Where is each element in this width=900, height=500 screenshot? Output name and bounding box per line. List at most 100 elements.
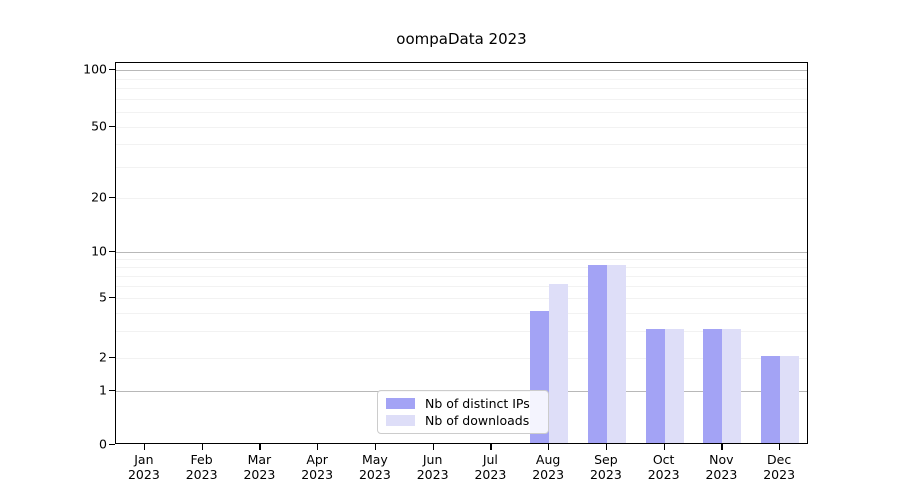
x-tick-label: Dec 2023: [744, 452, 814, 482]
x-tick-label-year: 2023: [647, 467, 680, 482]
bar-distinct-ips: [703, 329, 723, 443]
x-tick-label: Oct 2023: [629, 452, 699, 482]
x-tick-label-year: 2023: [763, 467, 796, 482]
gridline-major: [116, 70, 807, 71]
x-tick-mark: [490, 444, 492, 450]
x-tick-label-month: Sep: [594, 452, 618, 467]
bar-downloads: [664, 329, 684, 443]
y-tick-mark: [109, 69, 115, 71]
y-tick-mark: [109, 357, 115, 359]
bar-downloads: [722, 329, 742, 443]
gridline-minor: [116, 99, 807, 101]
bar-distinct-ips: [645, 329, 665, 443]
gridline-minor: [116, 275, 807, 277]
x-tick-label-year: 2023: [416, 467, 449, 482]
x-tick-label: Jan 2023: [109, 452, 179, 482]
x-tick-label-year: 2023: [358, 467, 391, 482]
y-tick-mark: [109, 197, 115, 199]
x-tick-label-year: 2023: [705, 467, 738, 482]
x-tick-mark: [143, 444, 146, 450]
bar-distinct-ips: [761, 356, 781, 443]
x-tick-label-year: 2023: [243, 467, 276, 482]
x-tick-label-month: Jun: [422, 452, 443, 467]
x-tick-mark: [779, 444, 781, 450]
x-tick-label-year: 2023: [532, 467, 565, 482]
gridline-major: [116, 358, 807, 359]
gridline-minor: [116, 88, 807, 90]
x-tick-mark: [259, 444, 261, 450]
x-tick-label-year: 2023: [589, 467, 622, 482]
gridline-minor: [116, 166, 807, 168]
x-tick-label: Feb 2023: [167, 452, 237, 482]
x-tick-label: Mar 2023: [224, 452, 294, 482]
y-tick-label: 5: [99, 289, 107, 305]
x-tick-label: May 2023: [340, 452, 410, 482]
gridline-minor: [116, 78, 807, 80]
gridline-minor: [116, 266, 807, 268]
gridline-minor: [116, 144, 807, 146]
x-tick-mark: [663, 444, 665, 450]
y-tick-mark: [109, 126, 115, 128]
y-tick-label: 10: [91, 243, 107, 259]
legend-label-downloads: Nb of downloads: [425, 413, 530, 428]
gridline-minor: [116, 285, 807, 287]
plot-area: [115, 62, 808, 444]
x-tick-label-year: 2023: [301, 467, 334, 482]
y-tick-label: 100: [83, 61, 107, 77]
legend-swatch-downloads: [386, 415, 415, 426]
y-tick-mark: [109, 251, 115, 253]
x-tick-label-year: 2023: [127, 467, 160, 482]
gridline-major: [116, 198, 807, 199]
bar-downloads: [549, 283, 569, 443]
bar-downloads: [780, 356, 800, 443]
legend-item-ips: Nb of distinct IPs: [386, 395, 540, 412]
y-tick-mark: [109, 444, 115, 446]
gridline-major: [116, 252, 807, 253]
x-tick-label: Aug 2023: [513, 452, 583, 482]
gridline-minor: [116, 258, 807, 260]
bar-downloads: [606, 264, 626, 443]
x-tick-mark: [432, 444, 434, 450]
x-tick-label-month: Dec: [767, 452, 792, 467]
x-tick-label: Nov 2023: [686, 452, 756, 482]
y-tick-mark: [109, 297, 115, 299]
x-tick-label: Jun 2023: [398, 452, 468, 482]
chart-title: oompaData 2023: [396, 30, 527, 48]
x-tick-label-month: May: [361, 452, 388, 467]
y-tick-label: 20: [91, 189, 107, 205]
legend-swatch-ips: [386, 398, 415, 409]
x-tick-label-month: Mar: [247, 452, 272, 467]
y-tick-label: 0: [99, 436, 107, 452]
x-tick-mark: [721, 444, 723, 450]
x-tick-label-month: Jul: [482, 452, 498, 467]
x-tick-label-month: Oct: [652, 452, 675, 467]
x-tick-mark: [201, 444, 203, 450]
gridline-major: [116, 298, 807, 299]
y-tick-label: 50: [91, 118, 107, 134]
gridline-minor: [116, 312, 807, 314]
x-tick-label-year: 2023: [474, 467, 507, 482]
gridline-minor: [116, 331, 807, 333]
y-tick-mark: [109, 390, 115, 392]
x-tick-mark: [374, 444, 377, 450]
legend-item-downloads: Nb of downloads: [386, 412, 540, 429]
gridline-major: [116, 127, 807, 128]
x-tick-label-month: Jan: [134, 452, 154, 467]
bar-distinct-ips: [587, 264, 607, 443]
x-tick-label-month: Apr: [306, 452, 328, 467]
x-tick-label-month: Feb: [190, 452, 213, 467]
y-tick-label: 2: [99, 349, 107, 365]
y-axis-tick-labels: 100 50 20 10 5 2 1 0: [55, 61, 107, 452]
plot-inner: [116, 63, 807, 443]
x-tick-label: Sep 2023: [571, 452, 641, 482]
x-tick-mark: [548, 444, 550, 450]
x-tick-mark: [317, 444, 319, 450]
x-tick-mark: [605, 444, 608, 450]
gridline-minor: [116, 112, 807, 113]
chart-legend: Nb of distinct IPs Nb of downloads: [377, 390, 549, 434]
y-tick-label: 1: [99, 382, 107, 398]
x-tick-label: Jul 2023: [455, 452, 525, 482]
x-tick-label: Apr 2023: [282, 452, 352, 482]
x-tick-label-year: 2023: [185, 467, 218, 482]
